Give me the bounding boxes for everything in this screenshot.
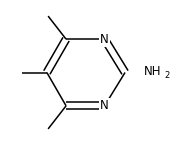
Text: NH: NH xyxy=(144,65,162,78)
Text: N: N xyxy=(100,99,109,112)
Text: N: N xyxy=(100,33,109,46)
Text: 2: 2 xyxy=(164,71,169,80)
